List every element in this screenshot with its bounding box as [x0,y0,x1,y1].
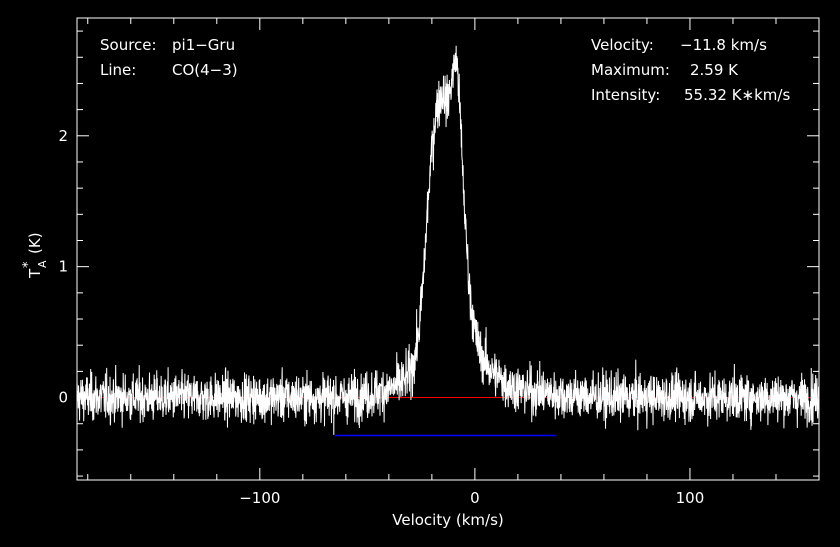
velocity-value: −11.8 km/s [680,36,767,54]
line-value: CO(4−3) [172,61,238,79]
spectrum-series-line [76,45,820,435]
plot-frame [76,17,820,481]
source-label: Source: [100,36,157,54]
y-axis-label-subscript: A [36,260,49,268]
maximum-label: Maximum: [591,61,670,79]
x-tick-label: 0 [470,489,480,507]
y-tick-label: 0 [58,389,68,407]
maximum-value: 2.59 K [690,61,739,79]
x-axis-label: Velocity (km/s) [392,511,503,529]
y-axis-label-unit: (K) [26,232,44,254]
intensity-label: Intensity: [591,86,660,104]
y-axis-label-symbol: T [26,268,44,279]
source-value: pi1−Gru [172,36,235,54]
y-tick-label: 1 [58,258,68,276]
y-axis-label: T A * (K) [21,232,49,279]
y-tick-label: 2 [58,127,68,145]
y-axis-label-superscript: * [21,261,36,268]
line-label: Line: [100,61,136,79]
x-tick-label: −100 [239,489,280,507]
intensity-value: 55.32 K∗km/s [684,86,790,104]
velocity-label: Velocity: [591,36,654,54]
x-tick-label: 100 [676,489,705,507]
